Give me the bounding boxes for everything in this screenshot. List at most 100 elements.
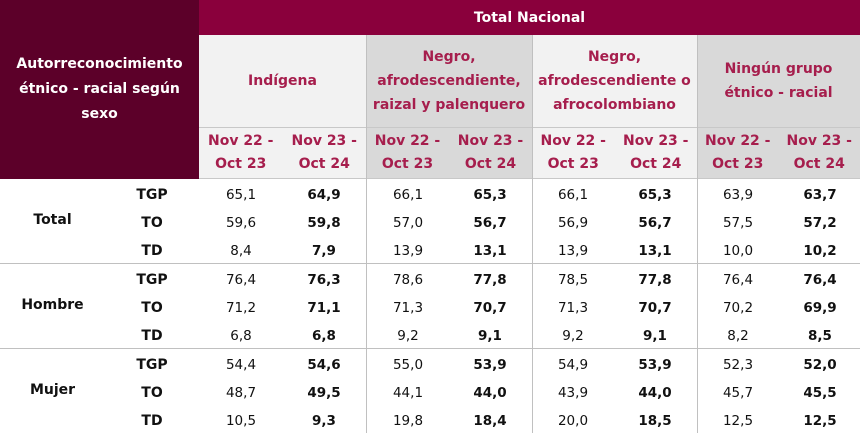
group-header-line: Indígena [248,69,317,93]
table-cell: 13,1 [449,243,531,259]
total-nacional-banner: Total Nacional [199,0,860,35]
table-cell: 71,3 [532,300,614,316]
table-cell: 66,1 [367,187,449,203]
table-cell: 56,7 [614,215,696,231]
table-cell: 65,1 [200,187,282,203]
group-header-line: afrodescendiente o [538,69,691,93]
table-cell: 7,9 [283,243,365,259]
group-header-negro-raizal-palenquero: Negro, afrodescendiente, raizal y palenq… [366,35,532,128]
indicator-label: TD [105,243,199,259]
group-header-line: afrodescendiente, [373,69,525,93]
table-cell: 13,9 [532,243,614,259]
period-headers-negro-raizal: Nov 22 -Oct 23 Nov 23 -Oct 24 [366,128,532,179]
table-cell: 9,3 [283,413,365,429]
indicator-label: TD [105,413,199,429]
table-cell: 71,3 [367,300,449,316]
table-cell: 10,5 [200,413,282,429]
group-header-negro-afrocolombiano: Negro, afrodescendiente o afrocolombiano [532,35,697,128]
table-cell: 44,1 [367,385,449,401]
table-cell: 53,9 [449,357,531,373]
table-cell: 19,8 [367,413,449,429]
table-cell: 57,0 [367,215,449,231]
table-cell: 6,8 [283,328,365,344]
table-cell: 9,1 [614,328,696,344]
table-cell: 78,5 [532,272,614,288]
table-cell: 66,1 [532,187,614,203]
table-cell: 52,0 [779,357,860,373]
row-header-title-line2: étnico - racial según sexo [0,77,199,127]
group-header-line: étnico - racial [724,81,832,105]
table-cell: 44,0 [449,385,531,401]
group-header-line: Negro, [373,45,525,69]
period-header-prev: Nov 22 -Oct 23 [532,128,615,178]
period-header-prev: Nov 22 -Oct 23 [199,128,283,178]
table-cell: 76,3 [283,272,365,288]
table-cell: 76,4 [779,272,860,288]
indicator-label: TD [105,328,199,344]
indicator-label: TO [105,215,199,231]
table-cell: 53,9 [614,357,696,373]
indicator-label: TGP [105,187,199,203]
table-cell: 65,3 [449,187,531,203]
table-cell: 18,4 [449,413,531,429]
table-cell: 6,8 [200,328,282,344]
table-cell: 70,2 [697,300,779,316]
period-headers-indigena: Nov 22 -Oct 23 Nov 23 -Oct 24 [199,128,366,179]
period-header-curr: Nov 23 -Oct 24 [449,128,532,178]
table-cell: 12,5 [697,413,779,429]
group-header-line: raizal y palenquero [373,93,525,117]
table-cell: 64,9 [283,187,365,203]
table-cell: 56,9 [532,215,614,231]
period-headers-negro-afro: Nov 22 -Oct 23 Nov 23 -Oct 24 [532,128,697,179]
table-cell: 71,2 [200,300,282,316]
indicator-label: TGP [105,357,199,373]
table-cell: 9,2 [532,328,614,344]
table-cell: 59,8 [283,215,365,231]
table-cell: 8,2 [697,328,779,344]
group-header-line: afrocolombiano [538,93,691,117]
table-cell: 13,9 [367,243,449,259]
table-cell: 44,0 [614,385,696,401]
table-cell: 70,7 [449,300,531,316]
table-cell: 52,3 [697,357,779,373]
table-cell: 13,1 [614,243,696,259]
period-header-curr: Nov 23 -Oct 24 [779,128,860,178]
table-cell: 65,3 [614,187,696,203]
table-cell: 43,9 [532,385,614,401]
indicator-label: TGP [105,272,199,288]
table-cell: 8,4 [200,243,282,259]
period-header-curr: Nov 23 -Oct 24 [283,128,367,178]
table-cell: 78,6 [367,272,449,288]
table-cell: 63,9 [697,187,779,203]
table-cell: 45,7 [697,385,779,401]
table-cell: 76,4 [200,272,282,288]
table-cell: 12,5 [779,413,860,429]
period-headers-ningun: Nov 22 -Oct 23 Nov 23 -Oct 24 [697,128,860,179]
table-cell: 70,7 [614,300,696,316]
table-cell: 56,7 [449,215,531,231]
period-header-curr: Nov 23 -Oct 24 [615,128,698,178]
table-cell: 10,2 [779,243,860,259]
group-header-line: Ningún grupo [724,57,832,81]
table-cell: 76,4 [697,272,779,288]
table-cell: 63,7 [779,187,860,203]
indicator-label: TO [105,300,199,316]
period-header-prev: Nov 22 -Oct 23 [366,128,449,178]
table-cell: 54,9 [532,357,614,373]
table-cell: 49,5 [283,385,365,401]
table-cell: 69,9 [779,300,860,316]
indicator-label: TO [105,385,199,401]
table-cell: 20,0 [532,413,614,429]
table-cell: 55,0 [367,357,449,373]
group-header-ningun-grupo: Ningún grupo étnico - racial [697,35,860,128]
table-cell: 77,8 [614,272,696,288]
table-cell: 9,1 [449,328,531,344]
table-cell: 48,7 [200,385,282,401]
